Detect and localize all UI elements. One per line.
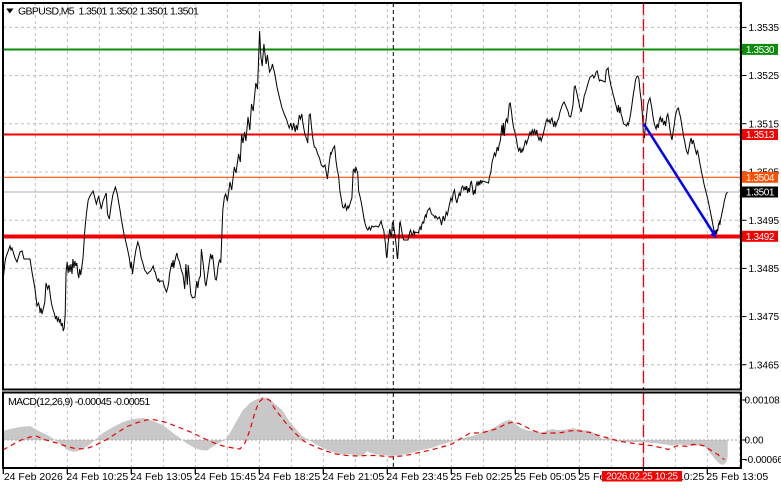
svg-text:24 Feb 13:05: 24 Feb 13:05 (130, 471, 192, 483)
svg-text:1.3475: 1.3475 (749, 312, 780, 323)
svg-text:24 Feb 2026: 24 Feb 2026 (4, 471, 63, 483)
svg-text:0.00108: 0.00108 (745, 396, 781, 407)
svg-text:1.3530: 1.3530 (746, 45, 775, 56)
svg-text:0.00: 0.00 (745, 436, 764, 447)
svg-text:24 Feb 18:25: 24 Feb 18:25 (258, 471, 320, 483)
svg-text:-0.00066: -0.00066 (745, 455, 781, 466)
svg-text:1.3515: 1.3515 (749, 119, 780, 130)
svg-text:25 Feb 02:25: 25 Feb 02:25 (450, 471, 512, 483)
svg-text:1.3535: 1.3535 (749, 23, 780, 34)
svg-text:2026.02.25 10:25: 2026.02.25 10:25 (606, 472, 678, 483)
svg-text:1.3501: 1.3501 (746, 188, 775, 199)
svg-text:24 Feb 10:25: 24 Feb 10:25 (66, 471, 128, 483)
svg-text:MACD(12,26,9) -0.00045 -0.0005: MACD(12,26,9) -0.00045 -0.00051 (8, 396, 150, 408)
svg-text:1.3513: 1.3513 (746, 130, 775, 141)
svg-text:1.3492: 1.3492 (746, 232, 775, 243)
svg-text:1.3495: 1.3495 (749, 216, 780, 227)
svg-text:1.3465: 1.3465 (749, 360, 780, 371)
svg-text:24 Feb 15:45: 24 Feb 15:45 (194, 471, 256, 483)
svg-text:1.3485: 1.3485 (749, 264, 780, 275)
svg-text:1.3525: 1.3525 (749, 71, 780, 82)
svg-text:25 Feb 05:05: 25 Feb 05:05 (514, 471, 576, 483)
svg-text:24 Feb 23:45: 24 Feb 23:45 (386, 471, 448, 483)
svg-text:24 Feb 21:05: 24 Feb 21:05 (322, 471, 384, 483)
svg-text:GBPUSD,M5 1.3501 1.3502 1.350: GBPUSD,M5 1.3501 1.3502 1.3501 1.3501 (18, 6, 199, 18)
svg-text:1.3504: 1.3504 (746, 173, 775, 184)
svg-text:25 Feb 13:05: 25 Feb 13:05 (706, 471, 768, 483)
